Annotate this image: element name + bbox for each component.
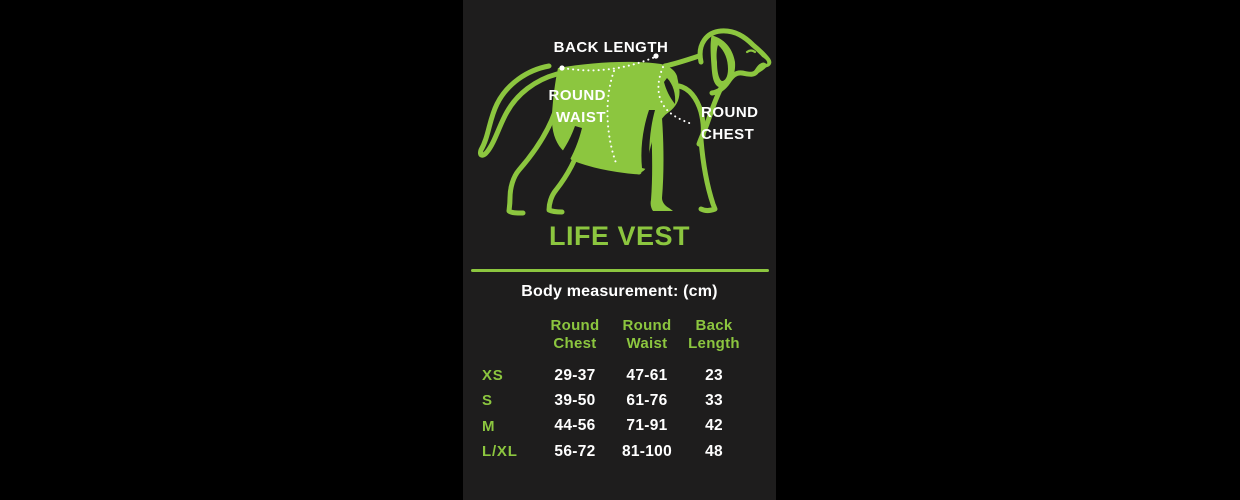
back-length-label: BACK LENGTH xyxy=(554,39,669,56)
back-length-column-header: Back Length xyxy=(679,317,749,353)
dog-front-leg-far xyxy=(698,137,718,213)
size-table-header-row: Round Chest Round Waist Back Length xyxy=(475,317,749,353)
round-waist-value: 81-100 xyxy=(621,442,673,460)
back-length-end-dot-left xyxy=(559,65,565,71)
round-waist-value: 61-76 xyxy=(626,391,668,409)
product-title: LIFE VEST xyxy=(548,221,691,251)
round-chest-header-line1: Round xyxy=(550,317,600,334)
table-row-lxl: L/XL 56-72 81-100 48 xyxy=(475,439,749,464)
size-label: S xyxy=(482,392,493,410)
size-label: L/XL xyxy=(482,443,518,461)
round-chest-value: 29-37 xyxy=(554,366,596,384)
round-chest-header-line2: Chest xyxy=(553,335,597,352)
dog-tail xyxy=(478,63,560,158)
size-chart-panel: BACK LENGTH ROUND WAIST ROUND CHEST LIFE… xyxy=(463,0,776,500)
round-waist-label-line2: WAIST xyxy=(556,109,606,126)
vest-hindleg-cutout xyxy=(554,126,582,166)
back-length-dotted-line xyxy=(562,56,656,72)
round-chest-label-line2: CHEST xyxy=(701,126,754,143)
dog-measurement-diagram: BACK LENGTH ROUND WAIST ROUND CHEST xyxy=(478,28,772,216)
back-length-end-dot-right xyxy=(653,53,659,59)
round-waist-header-line1: Round xyxy=(622,317,672,334)
round-chest-label-line1: ROUND xyxy=(701,104,759,121)
dog-neck-front-line xyxy=(696,85,724,147)
back-length-value: 33 xyxy=(705,391,723,409)
round-chest-value: 56-72 xyxy=(554,442,596,460)
back-length-value: 23 xyxy=(705,366,723,384)
size-table: Round Chest Round Waist Back Length XS 2… xyxy=(475,317,749,464)
size-label: M xyxy=(482,417,496,435)
dog-ear-inner xyxy=(716,45,728,81)
back-length-header-line1: Back xyxy=(695,317,733,334)
dog-neck-back-line xyxy=(662,53,702,69)
size-table-body: XS 29-37 47-61 23 S 39-50 61-76 33 M 44-… xyxy=(475,363,749,464)
size-label: XS xyxy=(482,367,504,385)
dog-front-leg-near xyxy=(650,118,673,211)
round-waist-label-line1: ROUND xyxy=(549,87,607,104)
vest-armhole-cutout xyxy=(641,110,655,170)
dog-mouth-line xyxy=(744,64,768,77)
round-waist-value: 71-91 xyxy=(626,417,668,435)
table-row-s: S 39-50 61-76 33 xyxy=(475,388,749,413)
round-chest-value: 44-56 xyxy=(554,417,596,435)
round-chest-column-header: Round Chest xyxy=(535,317,615,353)
back-length-value: 48 xyxy=(705,442,723,460)
round-waist-column-header: Round Waist xyxy=(615,317,679,353)
round-waist-value: 47-61 xyxy=(626,366,668,384)
dog-hind-leg-near xyxy=(506,109,558,216)
table-row-m: M 44-56 71-91 42 xyxy=(475,414,749,439)
dog-eye-icon xyxy=(745,49,757,54)
divider-line xyxy=(471,269,769,272)
round-waist-header-line2: Waist xyxy=(626,335,668,352)
back-length-header-line2: Length xyxy=(688,335,740,352)
table-row-xs: XS 29-37 47-61 23 xyxy=(475,363,749,388)
round-chest-value: 39-50 xyxy=(554,391,596,409)
section-header: Body measurement: (cm) xyxy=(521,283,718,300)
dog-shoulder-line xyxy=(676,83,706,139)
vest-shoulder-cutout xyxy=(664,78,676,104)
dog-nose-icon xyxy=(760,57,768,64)
back-length-value: 42 xyxy=(705,417,723,435)
dog-hind-leg-far xyxy=(546,139,584,215)
